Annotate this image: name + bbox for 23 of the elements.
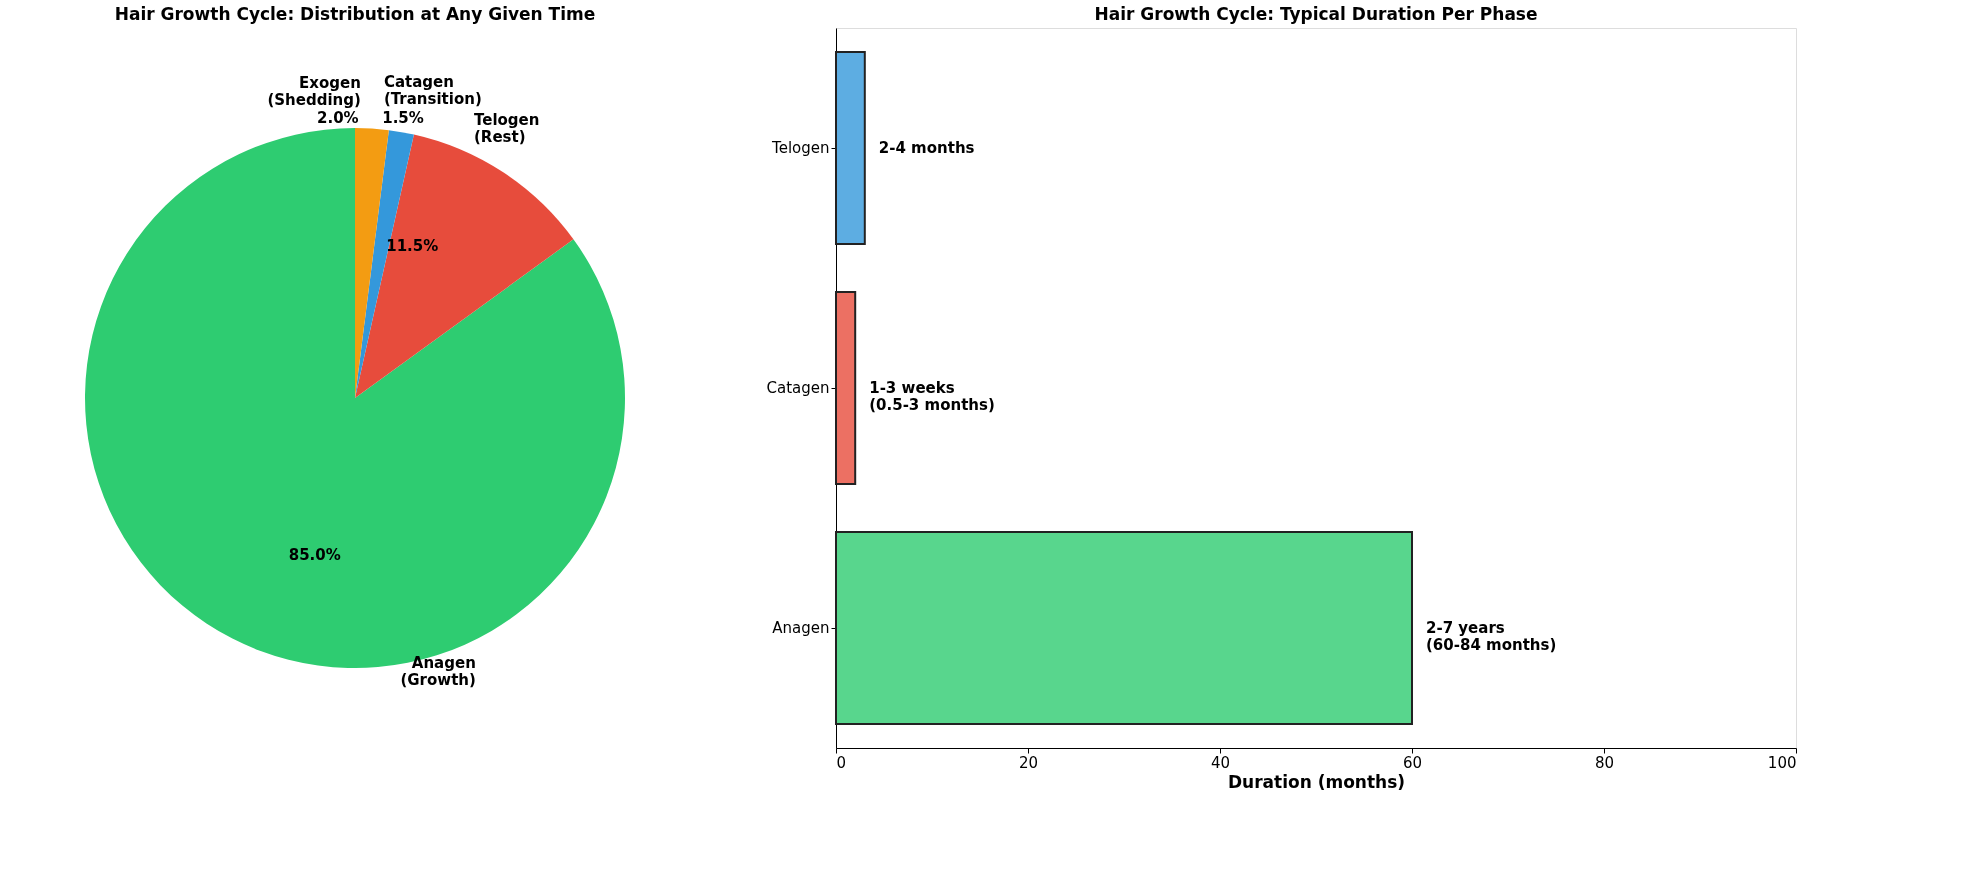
chart-title: Hair Growth Cycle: Distribution at Any Given Time xyxy=(114,4,596,24)
y-tick-label: Catagen xyxy=(766,379,830,397)
x-tick-label: 80 xyxy=(1594,753,1615,772)
data-label: 1-3 weeks (0.5-3 months) xyxy=(869,379,995,414)
slice-label: Catagen (Transition) xyxy=(383,73,482,109)
x-tick-label: 40 xyxy=(1210,753,1231,772)
data-label: 2-7 years (60-84 months) xyxy=(1426,619,1557,654)
chart-title: Hair Growth Cycle: Typical Duration Per Phase xyxy=(1094,4,1538,24)
x-axis-title: Duration (months) xyxy=(1227,771,1406,792)
data-label: 1.5% xyxy=(382,108,424,127)
slice-label: Anagen (Growth) xyxy=(400,653,476,689)
y-tick-label: Telogen xyxy=(771,139,830,157)
x-tick-label: 0 xyxy=(836,753,847,772)
x-tick-label: 20 xyxy=(1018,753,1039,772)
slice-label: Telogen (Rest) xyxy=(473,111,540,147)
data-label: 85.0% xyxy=(288,545,341,564)
data-label: 11.5% xyxy=(386,237,439,256)
data-label: 2.0% xyxy=(317,108,359,127)
slice-label: Exogen (Shedding) xyxy=(267,73,361,109)
x-tick-label: 100 xyxy=(1767,753,1797,772)
y-tick-label: Anagen xyxy=(772,619,830,637)
data-label: 2-4 months xyxy=(878,139,975,157)
x-tick-label: 60 xyxy=(1402,753,1423,772)
